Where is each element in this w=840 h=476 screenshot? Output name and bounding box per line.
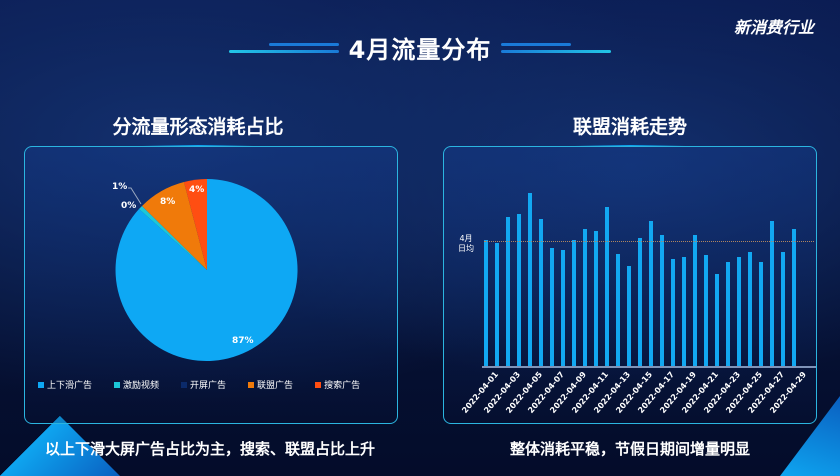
pie-label-splash: 0%: [121, 201, 137, 211]
pie-label-incentive: 1%: [112, 182, 128, 192]
pie-label-union: 8%: [160, 197, 176, 207]
average-label: 4月 日均: [458, 234, 474, 254]
bar[interactable]: [605, 206, 609, 366]
left-section-title-text: 分流量形态消耗占比: [112, 116, 284, 138]
title-line-right: [501, 41, 612, 55]
right-caption: 整体消耗平稳，节假日期间增量明显: [509, 440, 750, 458]
bar[interactable]: [638, 237, 642, 366]
bar[interactable]: [495, 243, 499, 366]
pie-slice-search[interactable]: [184, 179, 207, 270]
bar[interactable]: [737, 257, 741, 366]
bar[interactable]: [616, 253, 620, 366]
legend-item-search[interactable]: 搜索广告: [315, 378, 360, 391]
bar[interactable]: [517, 213, 521, 366]
average-line: [484, 241, 814, 243]
bar[interactable]: [693, 234, 697, 366]
legend-item-incentive[interactable]: 激励视频: [114, 378, 159, 391]
pie-legend: 上下滑广告 激励视频 开屏广告 联盟广告 搜索广告: [38, 378, 360, 391]
bar[interactable]: [671, 258, 675, 366]
bar[interactable]: [484, 239, 488, 366]
bar[interactable]: [506, 217, 510, 366]
pie-slice-incentive[interactable]: [139, 206, 207, 270]
bar[interactable]: [704, 255, 708, 366]
bar[interactable]: [759, 262, 763, 366]
bar[interactable]: [572, 239, 576, 366]
page-header: 4月流量分布: [0, 30, 840, 65]
x-axis: [482, 366, 816, 368]
bar-chart: [484, 180, 814, 366]
bar[interactable]: [594, 231, 598, 366]
bar[interactable]: [627, 265, 631, 366]
bar[interactable]: [539, 218, 543, 366]
left-caption: 以上下滑大屏广告占比为主，搜索、联盟占比上升: [44, 440, 375, 458]
pie-slice-union[interactable]: [142, 182, 207, 270]
bar[interactable]: [550, 248, 554, 366]
title-line-left: [228, 41, 339, 55]
bar[interactable]: [682, 257, 686, 366]
bar[interactable]: [583, 229, 587, 366]
bar[interactable]: [792, 229, 796, 366]
pie-slice-swipe[interactable]: [115, 179, 298, 361]
page-title: 4月流量分布: [348, 36, 492, 64]
brand-logo: 新消费行业: [733, 18, 814, 37]
pie-label-search: 4%: [189, 185, 205, 195]
bar[interactable]: [770, 220, 774, 366]
legend-item-swipe[interactable]: 上下滑广告: [38, 378, 92, 391]
bar[interactable]: [561, 250, 565, 366]
legend-item-splash[interactable]: 开屏广告: [181, 378, 226, 391]
bar[interactable]: [781, 251, 785, 366]
legend-item-union[interactable]: 联盟广告: [248, 378, 293, 391]
bar[interactable]: [715, 274, 719, 366]
bar[interactable]: [660, 234, 664, 366]
right-section-title-text: 联盟消耗走势: [572, 116, 687, 138]
bar[interactable]: [649, 220, 653, 366]
bar[interactable]: [748, 251, 752, 366]
bar[interactable]: [528, 193, 532, 366]
bar[interactable]: [726, 262, 730, 366]
label-leader-line: [128, 187, 142, 205]
pie-label-swipe: 87%: [232, 336, 254, 346]
